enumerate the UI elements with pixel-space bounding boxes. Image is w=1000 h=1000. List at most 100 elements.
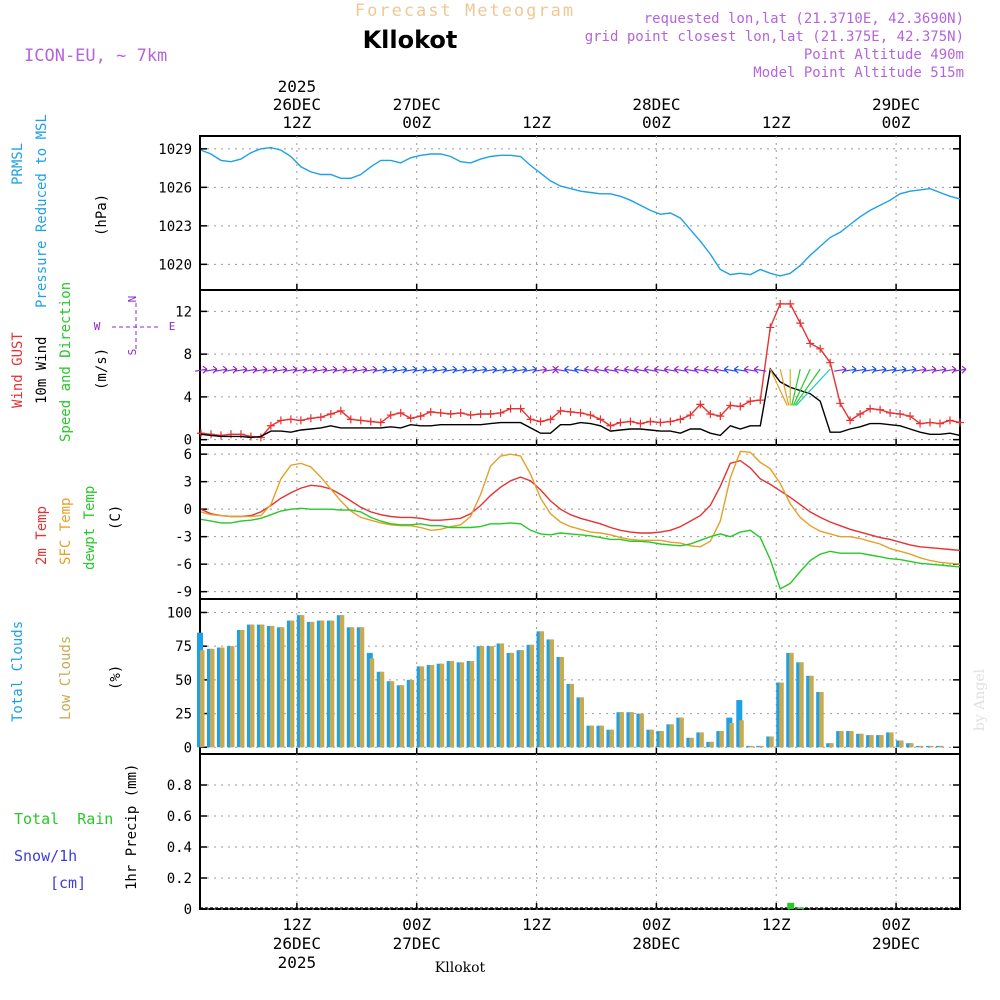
low-cloud-bar [759, 745, 764, 748]
series-line-dewpt-temp [200, 507, 961, 590]
low-cloud-bar [319, 620, 325, 748]
gust-point [486, 410, 495, 418]
pressure-ytick-label: 1020 [158, 257, 192, 273]
gust-point [296, 416, 305, 425]
gust-point [276, 416, 285, 425]
wind-arrow [753, 365, 767, 374]
wind-arrow [703, 365, 717, 374]
low-cloud-bar [219, 647, 225, 748]
gust-point [346, 415, 355, 424]
gust-point [926, 418, 935, 427]
low-cloud-bar [559, 656, 565, 748]
wind-arrow [693, 365, 707, 374]
wind-arrow [953, 365, 967, 374]
gust-point [406, 414, 415, 423]
gust-point [586, 411, 595, 420]
gust-point [946, 416, 955, 425]
gust-point [396, 408, 405, 417]
low-cloud-bar [299, 615, 305, 748]
low-cloud-bar [809, 675, 814, 748]
storm-wind-arrow [791, 368, 801, 406]
gust-point [436, 408, 445, 417]
low-cloud-bar [249, 624, 255, 748]
bottom-time-label: 00Z [402, 915, 431, 934]
gust-point [696, 400, 705, 409]
low-cloud-bar [899, 740, 904, 748]
low-cloud-bar [379, 671, 385, 748]
top-time-label: 00Z [402, 113, 431, 132]
total-cloud-bar [416, 666, 423, 748]
watermark: by Angel [972, 668, 988, 731]
low-cloud-bar [779, 682, 784, 748]
low-cloud-bar [329, 620, 335, 748]
gust-point [936, 419, 945, 428]
compass-w: W [94, 320, 101, 333]
precipitation-ytick-label: 0.6 [167, 809, 192, 825]
low-cloud-bar [459, 662, 465, 748]
low-cloud-bar [929, 745, 934, 748]
low-cloud-bar [419, 666, 425, 748]
gust-point [656, 418, 665, 427]
wind-panel: 0 4 8 12 [175, 289, 967, 449]
series-line-prmsl [200, 146, 961, 277]
gust-point [596, 415, 605, 424]
model-label: ICON-EU, ~ 7km [24, 46, 167, 66]
forecast-title: Forecast Meteogram [355, 1, 575, 21]
gust-point [766, 323, 775, 332]
low-cloud-bar [639, 713, 644, 748]
low-cloud-bar [369, 658, 375, 748]
gust-point [726, 401, 735, 410]
temperature-ytick-label: -9 [175, 585, 192, 601]
gust-point [516, 404, 525, 413]
top-time-label: 28DEC [632, 95, 680, 114]
gust-point [526, 415, 535, 424]
compass-e: E [169, 320, 176, 333]
gust-point [616, 418, 625, 427]
top-time-label: 12Z [522, 113, 551, 132]
total-cloud-bar [296, 615, 303, 748]
rain-bar [797, 907, 805, 909]
pressure-ytick-label: 1026 [158, 180, 192, 196]
gust-point [816, 344, 825, 353]
precipitation-frame [199, 753, 961, 910]
gust-point [556, 406, 565, 415]
rain-label: Total Rain [14, 810, 113, 828]
precipitation-panel: 0 0.2 0.4 0.6 0.8 [167, 753, 961, 918]
low-cloud-bar [799, 662, 804, 748]
low-cloud-bar [259, 624, 265, 748]
total-cloud-bar [466, 661, 473, 748]
storm-wind-arrow [779, 368, 790, 406]
gust-point [786, 299, 795, 308]
gust-point [226, 430, 235, 439]
bottom-time-label: 29DEC [872, 934, 920, 953]
wind-arrow [584, 365, 597, 374]
temperature-ytick-label: 0 [184, 502, 192, 518]
low-cloud-bar [509, 652, 515, 748]
low-cloud-bar [289, 620, 295, 748]
clouds-ytick-label: 50 [175, 673, 192, 689]
gust-point [266, 421, 275, 430]
low-cloud-bar [239, 630, 245, 748]
cloud-unit: (%) [108, 665, 124, 690]
wind-arrow [614, 365, 627, 374]
pressure-frame [199, 135, 961, 291]
low-cloud-bar [769, 736, 774, 748]
bottom-time-label: 12Z [762, 915, 791, 934]
temperature-ytick-label: 3 [184, 475, 192, 491]
top-time-label: 12Z [282, 113, 311, 132]
wind-arrow [574, 365, 587, 374]
low-cloud-bar [469, 661, 475, 748]
low-cloud-bar [549, 639, 555, 748]
bottom-time-label: 26DEC [273, 934, 321, 953]
precipitation-ytick-label: 0 [184, 902, 192, 918]
low-cloud-bar [409, 679, 415, 748]
gust-point [506, 404, 515, 413]
gust-point [536, 417, 545, 426]
low-cloud-bar [349, 627, 355, 748]
gust-point [466, 411, 475, 420]
wind-arrow [723, 365, 737, 374]
sfc-label: SFC Temp [58, 498, 74, 565]
low-cloud-bar [269, 625, 275, 748]
gust-point [736, 402, 745, 411]
low-cloud-bar [449, 661, 455, 748]
